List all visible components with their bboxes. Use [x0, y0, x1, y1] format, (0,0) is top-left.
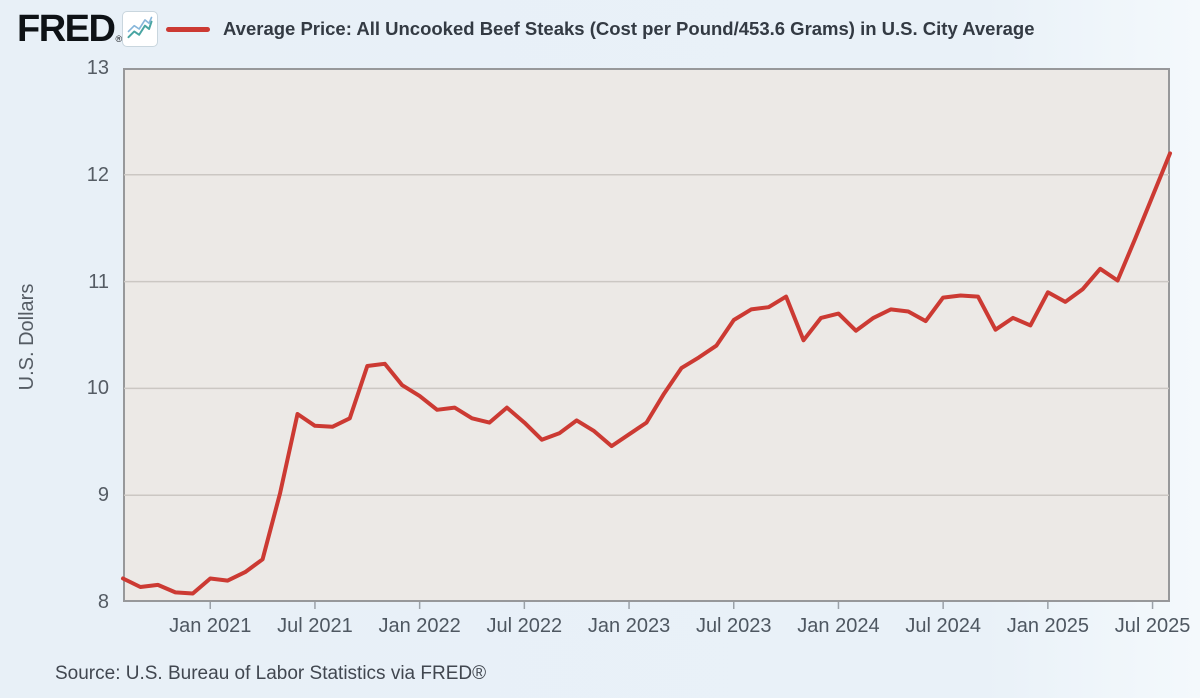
x-tick-label: Jan 2025 — [1006, 615, 1089, 637]
x-tick-label: Jul 2022 — [486, 615, 563, 637]
x-tick-label: Jan 2024 — [797, 615, 880, 637]
x-tick-label: Jan 2021 — [169, 615, 252, 637]
fred-logo-link[interactable]: FRED ® — [17, 8, 122, 50]
x-tick-label: Jan 2023 — [587, 615, 671, 637]
price-line-chart[interactable] — [121, 68, 1172, 610]
x-tick-label: Jul 2023 — [695, 615, 772, 637]
y-axis-title: U.S. Dollars — [16, 283, 38, 391]
plot-background — [123, 68, 1170, 602]
sparkline-chart-icon — [122, 11, 158, 47]
y-tick-label: 12 — [86, 163, 109, 186]
y-tick-label: 8 — [97, 591, 109, 613]
y-tick-label: 13 — [86, 57, 109, 79]
legend-line-swatch — [166, 26, 210, 32]
series-title: Average Price: All Uncooked Beef Steaks … — [223, 18, 1035, 39]
fred-logo-text: FRED — [17, 7, 116, 50]
source-note: Source: U.S. Bureau of Labor Statistics … — [55, 663, 487, 684]
sparkline-icon-svg — [127, 16, 153, 39]
chart-plot-area[interactable] — [121, 68, 1172, 609]
y-tick-label: 11 — [88, 270, 109, 293]
x-tick-label: Jul 2025 — [1114, 615, 1191, 637]
price-series-line — [121, 151, 1172, 596]
registered-trademark-mark: ® — [115, 34, 123, 44]
chart-legend: Average Price: All Uncooked Beef Steaks … — [166, 8, 1035, 50]
x-tick-label: Jul 2021 — [277, 615, 353, 637]
y-tick-label: 9 — [97, 484, 109, 507]
y-tick-label: 10 — [86, 377, 109, 400]
x-tick-label: Jul 2024 — [905, 615, 981, 637]
x-tick-label: Jan 2022 — [378, 615, 461, 637]
